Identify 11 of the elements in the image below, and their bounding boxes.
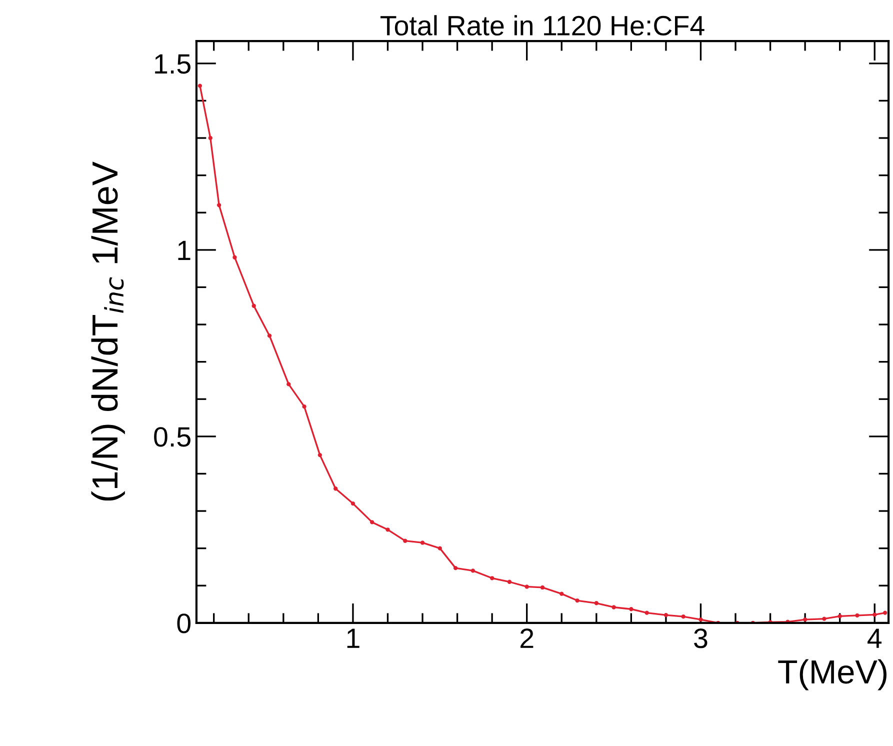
x-tick-label: 1 xyxy=(347,628,360,648)
x-tick-label: 3 xyxy=(694,628,708,648)
chart-title: Total Rate in 1120 He:CF4 xyxy=(380,15,704,36)
y-axis-title: (1/N) dN/dT$_{inc}$ 1/MeV xyxy=(91,162,125,501)
y-tick-label: 1.5 xyxy=(155,54,190,74)
y-tick-label: 0.5 xyxy=(154,427,190,447)
x-tick-label: 2 xyxy=(520,628,534,648)
x-axis-title: T(MeV) xyxy=(778,659,886,690)
y-tick-label: 0 xyxy=(177,614,191,634)
x-tick-label: 4 xyxy=(868,628,882,648)
y-tick-label: 1 xyxy=(178,240,190,260)
